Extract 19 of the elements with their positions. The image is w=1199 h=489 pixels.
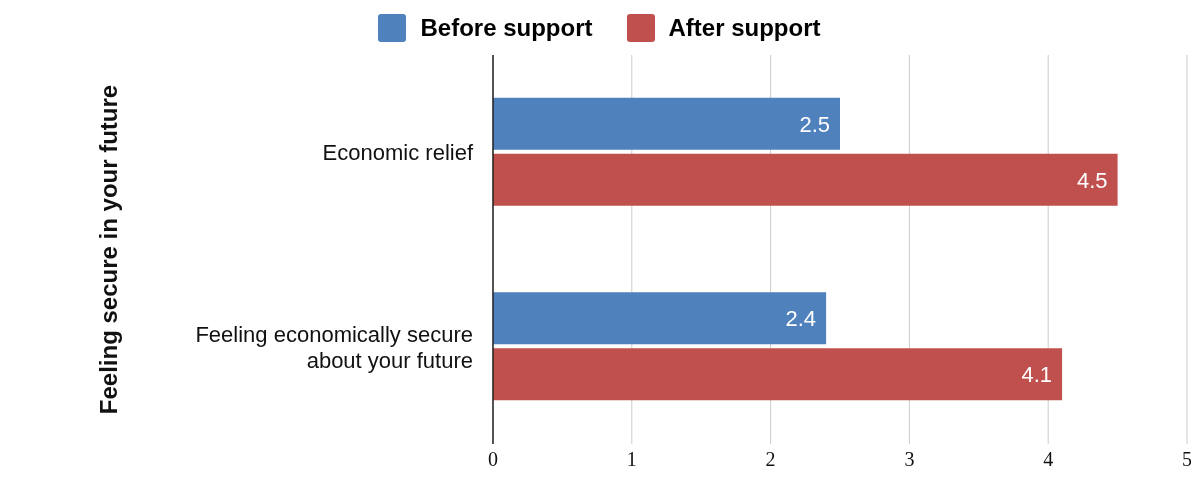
y-tick-label: Feeling economically secure about your future — [195, 321, 473, 373]
bar — [493, 348, 1063, 401]
legend-label: After support — [668, 14, 821, 42]
x-tick-label: 1 — [626, 448, 637, 471]
data-label: 4.5 — [1077, 167, 1108, 193]
y-axis-title: Feeling secure in your future — [94, 84, 122, 415]
x-tick-label: 5 — [1182, 448, 1192, 471]
x-tick-label: 0 — [488, 448, 498, 471]
bar — [493, 153, 1118, 206]
data-label: 4.1 — [1021, 362, 1053, 388]
legend-label: Before support — [420, 14, 593, 42]
data-label: 2.5 — [799, 111, 830, 137]
x-tick-label: 4 — [1043, 448, 1054, 471]
data-label: 2.4 — [785, 306, 817, 332]
y-tick-label: Economic relief — [322, 139, 474, 165]
bar — [493, 97, 840, 150]
x-tick-label: 2 — [765, 448, 776, 471]
bar — [493, 292, 827, 345]
x-tick-label: 3 — [904, 448, 915, 471]
